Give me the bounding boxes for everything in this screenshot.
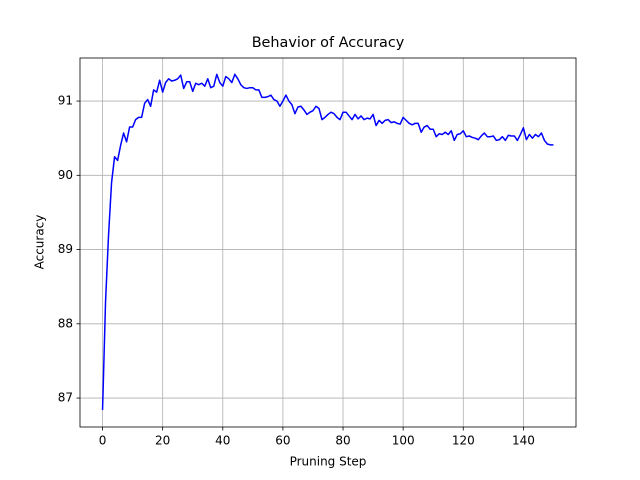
y-tick-label: 88 — [58, 316, 73, 330]
x-tick-label: 60 — [275, 434, 290, 448]
x-tick-label: 80 — [335, 434, 350, 448]
y-tick-label: 87 — [58, 391, 73, 405]
x-tick-label: 20 — [155, 434, 170, 448]
x-tick-label: 0 — [99, 434, 107, 448]
plot-frame — [79, 57, 577, 428]
chart-title: Behavior of Accuracy — [252, 35, 405, 51]
x-axis-label: Pruning Step — [290, 455, 367, 469]
y-tick-label: 91 — [58, 94, 73, 108]
x-tick-label: 100 — [392, 434, 415, 448]
y-tick-label: 90 — [58, 168, 73, 182]
x-tick-label: 120 — [452, 434, 475, 448]
accuracy-line — [101, 73, 554, 410]
x-tick-label: 140 — [512, 434, 535, 448]
y-axis-label: Accuracy — [33, 215, 47, 270]
x-tick-label: 40 — [215, 434, 230, 448]
y-tick-label: 89 — [58, 242, 73, 256]
